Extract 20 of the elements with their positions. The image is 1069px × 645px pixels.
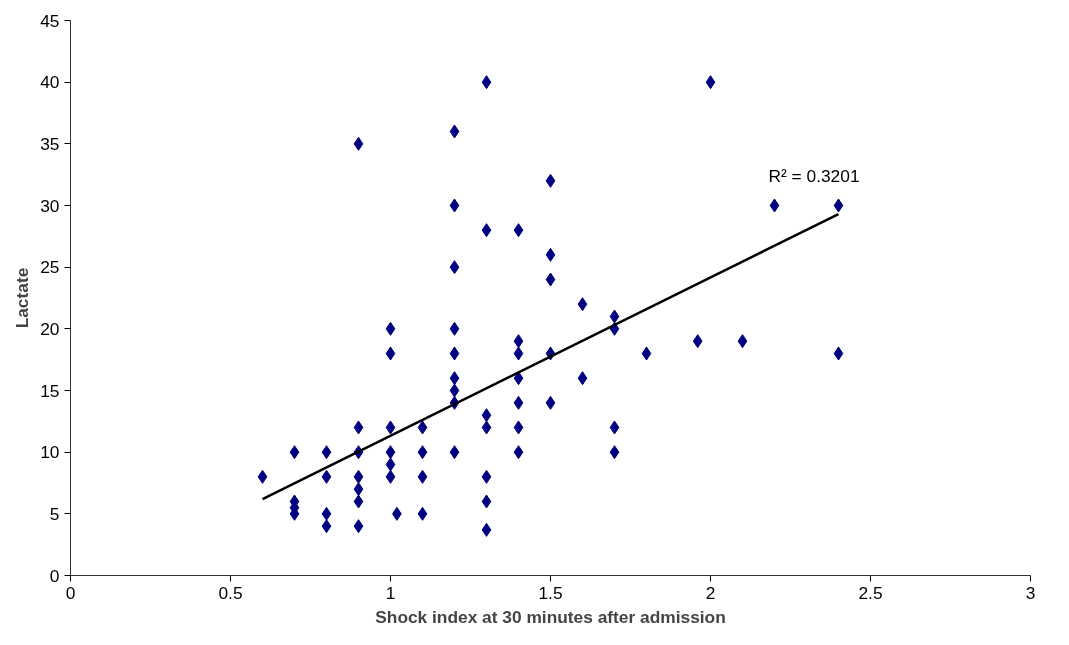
y-tick-label: 35 [40, 133, 60, 154]
x-tick-label: 2 [705, 582, 716, 603]
x-tick-label: 1.5 [538, 582, 563, 603]
x-tick-label: 3 [1025, 582, 1036, 603]
x-tick-label: 1 [385, 582, 396, 603]
y-tick-label: 30 [40, 195, 60, 216]
y-tick-label: 20 [40, 318, 60, 339]
x-tick-label: 0 [65, 582, 76, 603]
y-tick-label: 10 [40, 442, 60, 463]
x-tick-label: 2.5 [858, 582, 883, 603]
y-tick-label: 45 [40, 10, 60, 31]
x-tick-label: 0.5 [218, 582, 243, 603]
y-tick-label: 40 [40, 72, 60, 93]
x-axis-title: Shock index at 30 minutes after admission [375, 606, 726, 627]
y-axis-title: Lactate [12, 267, 33, 329]
y-tick-label: 0 [49, 565, 60, 586]
y-tick-label: 25 [40, 257, 60, 278]
y-tick-label: 5 [49, 503, 60, 524]
y-tick-label: 15 [40, 380, 60, 401]
annotation: R² = 0.3201 [768, 166, 860, 187]
